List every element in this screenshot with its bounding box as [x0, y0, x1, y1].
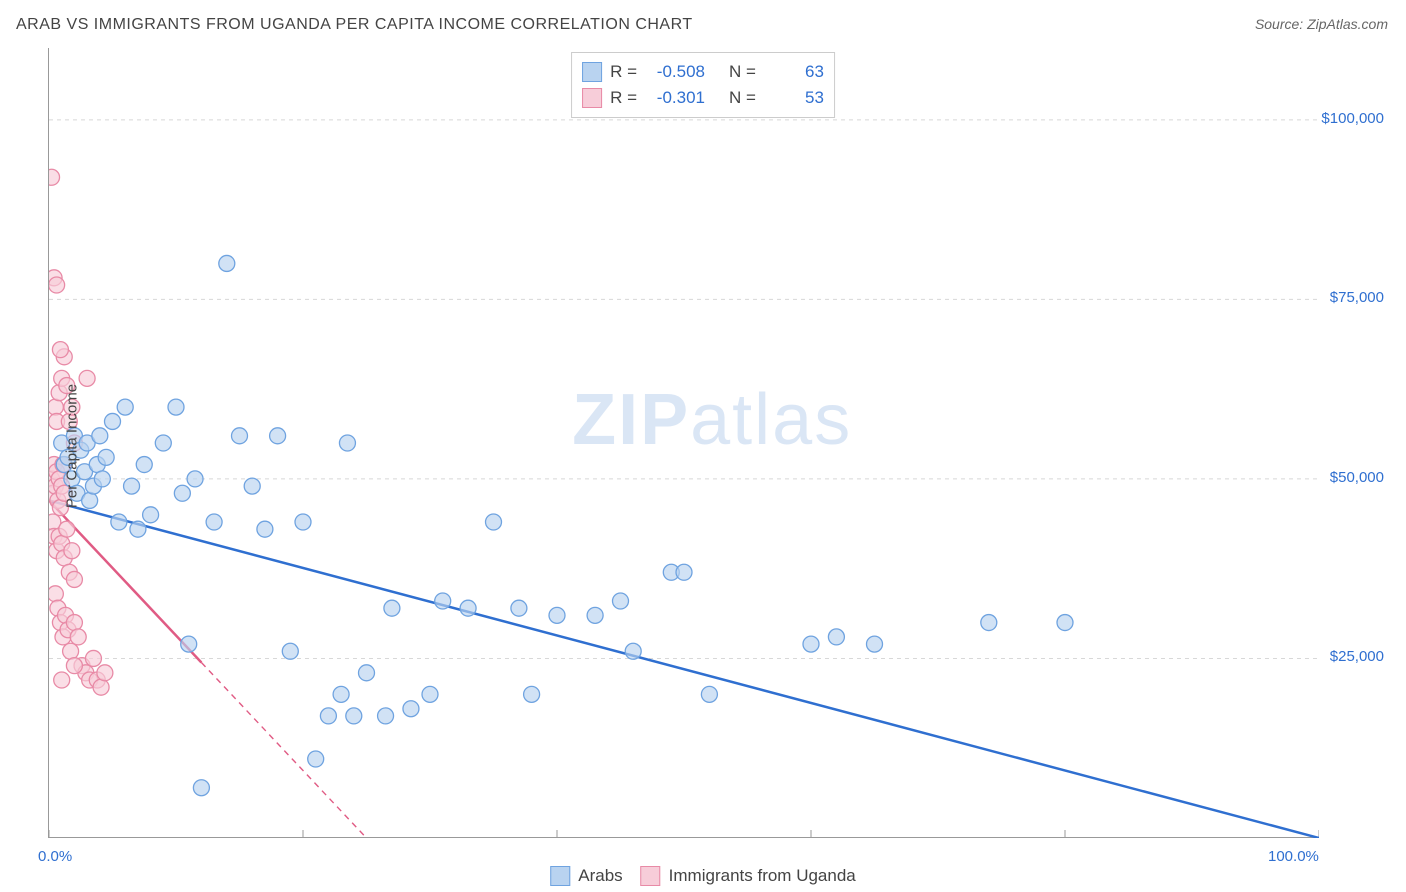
- watermark-atlas: atlas: [690, 380, 852, 460]
- swatch-series-1: [582, 62, 602, 82]
- legend-item-1: Arabs: [550, 866, 622, 886]
- r-label: R =: [610, 59, 637, 85]
- r-value-1: -0.508: [645, 59, 705, 85]
- watermark: ZIPatlas: [572, 379, 852, 461]
- x-tick-label: 100.0%: [1268, 848, 1319, 865]
- n-label: N =: [729, 59, 756, 85]
- stats-row-2: R = -0.301 N = 53: [582, 85, 824, 111]
- legend-label-1: Arabs: [578, 866, 622, 886]
- bottom-legend: Arabs Immigrants from Uganda: [550, 866, 856, 886]
- n-label: N =: [729, 85, 756, 111]
- r-label: R =: [610, 85, 637, 111]
- y-tick-label: $75,000: [1330, 289, 1384, 306]
- swatch-series-2-bottom: [641, 866, 661, 886]
- legend-item-2: Immigrants from Uganda: [641, 866, 856, 886]
- chart-title: ARAB VS IMMIGRANTS FROM UGANDA PER CAPIT…: [16, 16, 693, 34]
- watermark-zip: ZIP: [572, 380, 690, 460]
- stats-legend: R = -0.508 N = 63 R = -0.301 N = 53: [571, 52, 835, 118]
- swatch-series-1-bottom: [550, 866, 570, 886]
- r-value-2: -0.301: [645, 85, 705, 111]
- plot-area: ZIPatlas: [48, 48, 1318, 838]
- chart-container: ARAB VS IMMIGRANTS FROM UGANDA PER CAPIT…: [0, 0, 1406, 892]
- y-tick-label: $100,000: [1321, 110, 1384, 127]
- legend-label-2: Immigrants from Uganda: [669, 866, 856, 886]
- swatch-series-2: [582, 88, 602, 108]
- source-attribution: Source: ZipAtlas.com: [1255, 16, 1388, 32]
- y-tick-label: $25,000: [1330, 648, 1384, 665]
- y-tick-label: $50,000: [1330, 469, 1384, 486]
- n-value-1: 63: [764, 59, 824, 85]
- x-tick-label: 0.0%: [38, 848, 72, 865]
- y-axis-label: Per Capita Income: [64, 384, 81, 508]
- n-value-2: 53: [764, 85, 824, 111]
- stats-row-1: R = -0.508 N = 63: [582, 59, 824, 85]
